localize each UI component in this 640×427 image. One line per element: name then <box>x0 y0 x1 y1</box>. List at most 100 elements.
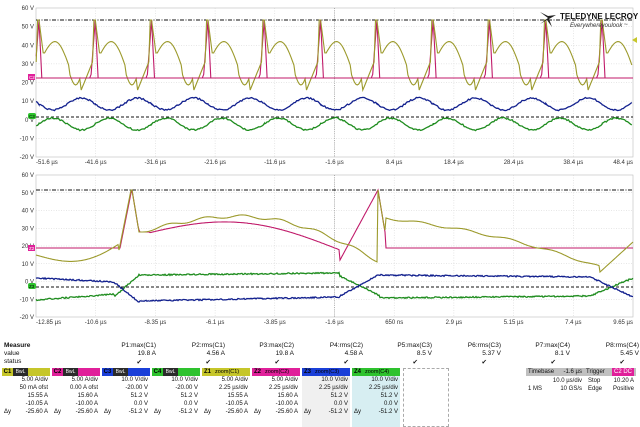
channel-header[interactable]: Z3 zoom(C3) <box>302 368 350 376</box>
overview-grid[interactable] <box>36 8 633 157</box>
x-tick-label: 8.4 µs <box>386 160 402 166</box>
delta-y-value: -25.60 A <box>76 408 98 416</box>
channel-tag: Z4 <box>352 368 363 376</box>
channel-header[interactable]: C3 BwL DC <box>102 368 150 376</box>
x-tick-label: -6.1 µs <box>206 320 224 326</box>
channel-line: 2.25 µs/div <box>252 384 300 392</box>
z3-marker-label: Z3 <box>29 284 35 289</box>
delta-y-label: Δy <box>154 408 161 416</box>
channel-delta-y: Δy -25.60 A <box>202 408 250 416</box>
timebase-div[interactable]: 10.0 µs/div <box>546 377 582 385</box>
measure-table[interactable]: Measure P1:max(C1) P2:rms(C1) P3:max(C2) P4… <box>0 340 640 368</box>
channel-delta-y: Δy -25.60 A <box>252 408 300 416</box>
channel-badge: zoom(C2) <box>263 368 300 376</box>
channel-header[interactable]: C4 BwL DC <box>152 368 200 376</box>
x-tick-label: 2.9 µs <box>446 320 462 326</box>
brand-name: TELEDYNE LECROY <box>560 12 639 21</box>
measure-p5-name[interactable]: P5:max(C3) <box>364 342 432 349</box>
channel-header[interactable]: Z2 zoom(C2) <box>252 368 300 376</box>
trigger-flags[interactable]: C2 DC <box>612 368 634 376</box>
channel-line: 0.00 A ofst <box>52 384 100 392</box>
delta-y-label: Δy <box>304 408 311 416</box>
zoom-grid[interactable] <box>36 175 633 317</box>
measure-p4-name[interactable]: P4:rms(C2) <box>295 342 363 349</box>
channel-line: -10.05 A <box>202 400 250 408</box>
channel-line: 0.0 V <box>102 400 150 408</box>
y-tick-label: 40 V <box>22 209 34 215</box>
channel-header[interactable]: Z1 zoom(C1) <box>202 368 250 376</box>
acq-mode[interactable]: Stop <box>588 377 600 385</box>
channel-tag: Z1 <box>202 368 213 376</box>
y-tick-label: 50 V <box>22 191 34 197</box>
channel-header[interactable]: C2 BwL DC <box>52 368 100 376</box>
channel-header[interactable]: Z4 zoom(C4) <box>352 368 400 376</box>
x-tick-label: -3.85 µs <box>264 320 286 326</box>
measure-p3-name[interactable]: P3:max(C2) <box>226 342 294 349</box>
measure-p6-name[interactable]: P6:rms(C3) <box>433 342 501 349</box>
channel-panel-c4[interactable]: C4 BwL DC 10.0 V/div -20.00 V 51.2 V 0.0 V Δy -… <box>152 368 200 427</box>
channel-color-bar <box>78 368 100 376</box>
trigger-slope[interactable]: Positive <box>610 385 634 393</box>
overview-x-axis-labels: -51.6 µs -41.6 µs -31.6 µs -21.6 µs -11.6 µs… <box>36 160 633 166</box>
delta-y-value: -25.60 A <box>276 408 298 416</box>
measure-p2-name[interactable]: P2:rms(C1) <box>157 342 225 349</box>
channel-badge: zoom(C3) <box>313 368 350 376</box>
x-tick-label: 9.65 µs <box>613 320 633 326</box>
x-tick-label: -11.6 µs <box>264 160 285 166</box>
channel-tag: Z3 <box>302 368 313 376</box>
measure-p8-name[interactable]: P8:rms(C4) <box>571 342 639 349</box>
measure-value-label: value <box>4 350 20 357</box>
x-tick-label: -31.6 µs <box>144 160 166 166</box>
measure-p7-name[interactable]: P7:max(C4) <box>502 342 570 349</box>
y-tick-label: 60 V <box>22 173 34 179</box>
empty-channel-slot[interactable] <box>403 368 449 427</box>
channel-panel-z1[interactable]: Z1 zoom(C1) 5.00 A/div 2.25 µs/div 15.55 A -1… <box>202 368 250 427</box>
y-tick-label: 30 V <box>22 226 34 232</box>
channel-panel-z3[interactable]: Z3 zoom(C3) 10.0 V/div 2.25 µs/div 51.2 V 0.0… <box>302 368 350 427</box>
delta-y-value: -25.60 A <box>226 408 248 416</box>
overview-y-axis-labels: 60 V50 V40 V30 V20 V10 V0 V-10 V-20 V <box>20 6 34 161</box>
c2-marker-label: C2 <box>29 75 35 80</box>
x-tick-label: -41.6 µs <box>85 160 107 166</box>
y-tick-label: 30 V <box>22 62 34 68</box>
measure-p1-status: ✔ <box>88 358 142 366</box>
channel-header[interactable]: C1 BwL DC <box>2 368 50 376</box>
measure-status-label: status <box>4 358 21 365</box>
timebase-delay[interactable]: -1.6 µs <box>560 368 582 376</box>
measure-p6-value: 5.37 V <box>433 350 501 357</box>
channel-badge: BwL DC <box>113 368 128 376</box>
x-tick-label: -1.6 µs <box>325 320 343 326</box>
channel-panel-c1[interactable]: C1 BwL DC 5.00 A/div 50 mA ofst 15.55 A -10.0… <box>2 368 50 427</box>
x-tick-label: -10.6 µs <box>85 320 107 326</box>
timebase-trigger-panel[interactable]: Timebase -1.6 µs Trigger C2 DC 10.0 µs/d… <box>526 368 636 398</box>
channel-panel-z2[interactable]: Z2 zoom(C2) 5.00 A/div 2.25 µs/div 15.60 A -1… <box>252 368 300 427</box>
x-tick-label: -51.6 µs <box>36 160 58 166</box>
delta-y-value: -51.2 V <box>379 408 398 416</box>
channel-line: 15.60 A <box>252 392 300 400</box>
y-tick-label: 10 V <box>22 99 34 105</box>
channel-panel-c3[interactable]: C3 BwL DC 10.0 V/div -20.00 V 51.2 V 0.0 V Δy -… <box>102 368 150 427</box>
measure-p4-value: 4.58 A <box>295 350 363 357</box>
channel-panel-z4[interactable]: Z4 zoom(C4) 10.0 V/div 2.25 µs/div 51.2 V 0.0… <box>352 368 400 427</box>
measure-p5-status: ✔ <box>364 358 418 366</box>
channel-panel-c2[interactable]: C2 BwL DC 5.00 A/div 0.00 A ofst 15.60 A -10.… <box>52 368 100 427</box>
measure-p1-name[interactable]: P1:max(C1) <box>88 342 156 349</box>
measure-p6-status: ✔ <box>433 358 487 366</box>
channel-line: -10.00 A <box>252 400 300 408</box>
measure-p8-status: ✔ <box>571 358 625 366</box>
channel-badge: BwL DC <box>63 368 78 376</box>
channel-badge: zoom(C4) <box>363 368 400 376</box>
trigger-type[interactable]: Edge <box>588 385 602 393</box>
channel-line: 5.00 A/div <box>202 376 250 384</box>
delta-y-label: Δy <box>204 408 211 416</box>
channel-line: -10.00 A <box>52 400 100 408</box>
channel-badge: zoom(C1) <box>213 368 250 376</box>
x-tick-label: -1.6 µs <box>325 160 343 166</box>
channel-line: 0.0 V <box>152 400 200 408</box>
channel-line: 2.25 µs/div <box>302 384 350 392</box>
trigger-level[interactable]: 10.20 A <box>610 377 634 385</box>
measure-p2-value: 4.56 A <box>157 350 225 357</box>
measure-p8-value: 5.45 V <box>571 350 639 357</box>
delta-y-label: Δy <box>254 408 261 416</box>
measure-p7-status: ✔ <box>502 358 556 366</box>
